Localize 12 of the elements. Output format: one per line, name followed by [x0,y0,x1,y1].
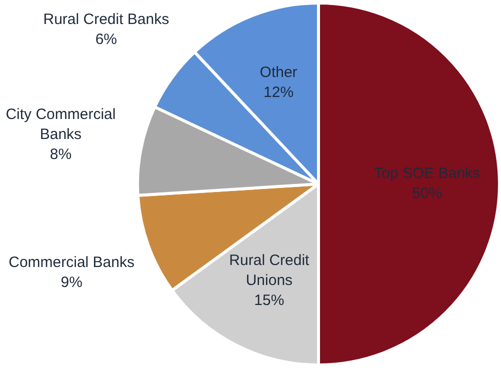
slice-label: Other [260,64,298,82]
slice-label: Rural Credit Unions [229,252,310,289]
data-label: 12% [264,84,294,102]
data-label: 15% [254,292,284,309]
data-label: 9% [60,274,82,292]
data-label: 50% [412,185,442,202]
data-label: 6% [95,30,118,48]
slice-label: Top SOE Banks [374,165,480,182]
slice-label: Rural Credit Banks [43,10,170,28]
slice-label: Commercial Banks [8,254,135,272]
data-label: 8% [50,146,72,163]
slice-label: City Commercial Banks [6,106,116,143]
